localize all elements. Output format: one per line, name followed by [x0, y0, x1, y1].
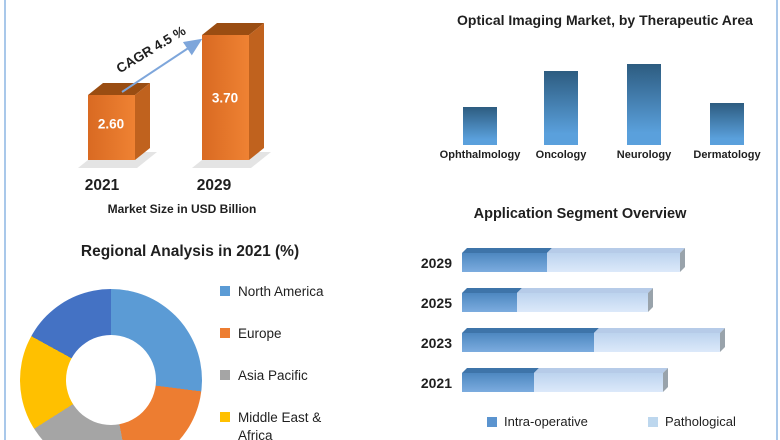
legend-item-europe: Europe: [220, 325, 350, 343]
segment-top-face: [547, 248, 685, 253]
bar-top-face-2029: [202, 23, 264, 35]
donut-hole: [66, 335, 156, 425]
segment-intra-operative-2025: [462, 293, 517, 312]
legend-label: North America: [238, 284, 324, 299]
legend-label: Europe: [238, 326, 282, 341]
legend-swatch: [220, 370, 230, 380]
segment-top-face: [462, 288, 522, 293]
segment-intra-operative-2029: [462, 253, 547, 272]
legend-item-middle-east-africa: Middle East & Africa: [220, 409, 350, 440]
segment-top-face: [462, 368, 539, 373]
legend-swatch: [220, 286, 230, 296]
legend-swatch: [487, 416, 497, 427]
legend-item-intra-operative: Intra-operative: [487, 414, 588, 429]
legend-swatch: [220, 412, 230, 422]
legend-label: Middle East & Africa: [238, 410, 322, 440]
legend-swatch: [648, 416, 658, 427]
segment-pathological-2029: [547, 253, 680, 272]
bar-value-label: 2.60: [97, 116, 125, 132]
legend-item-north-america: North America: [220, 283, 350, 301]
legend-swatch: [220, 328, 230, 338]
bar-neurology: [627, 64, 661, 145]
legend-label: Pathological: [665, 414, 736, 429]
bar-oncology: [544, 71, 578, 145]
segment-intra-operative-2023: [462, 333, 594, 352]
bar-shadow: [192, 152, 271, 168]
cagr-annotation: CAGR 4.5 %: [113, 22, 189, 77]
year-label: 2021: [420, 375, 452, 391]
regional-analysis-title: Regional Analysis in 2021 (%): [80, 243, 300, 260]
year-label: 2029: [420, 255, 452, 271]
year-label: 2025: [420, 295, 452, 311]
segment-pathological-2021: [534, 373, 663, 392]
bar-end-cap: [720, 328, 725, 352]
bar-value-label: 3.70: [211, 90, 239, 106]
legend-item-pathological: Pathological: [648, 414, 736, 429]
bar-end-cap: [680, 248, 685, 272]
bar-shadow: [78, 152, 157, 168]
market-size-title: Market Size in USD Billion: [107, 202, 257, 216]
bar-end-cap: [663, 368, 668, 392]
bar-ophthalmology: [463, 107, 497, 145]
right-border-line: [776, 0, 778, 440]
bar-dermatology: [710, 103, 744, 145]
market-size-bars-group: [78, 23, 271, 168]
segment-top-face: [517, 288, 653, 293]
therapeutic-area-title: Optical Imaging Market, by Therapeutic A…: [457, 12, 753, 28]
bar-category-label: Neurology: [616, 149, 672, 161]
bar-category-label: Ophthalmology: [439, 149, 521, 161]
bar-end-cap: [648, 288, 653, 312]
bar-category-label: 2029: [196, 177, 232, 194]
segment-top-face: [462, 328, 599, 333]
segment-pathological-2025: [517, 293, 648, 312]
bar-top-face-2021: [88, 83, 150, 95]
legend-item-asia-pacific: Asia Pacific: [220, 367, 350, 385]
bar-category-label: Dermatology: [693, 149, 761, 161]
application-segment-bars-group: [462, 248, 725, 392]
segment-pathological-2023: [594, 333, 720, 352]
bar-side-face-2029: [249, 23, 264, 160]
legend-label: Intra-operative: [504, 414, 588, 429]
bar-category-label: 2021: [84, 177, 120, 194]
bar-category-label: Oncology: [535, 149, 587, 161]
segment-top-face: [534, 368, 668, 373]
segment-top-face: [462, 248, 552, 253]
segment-top-face: [594, 328, 725, 333]
segment-intra-operative-2021: [462, 373, 534, 392]
bar-side-face-2021: [135, 83, 150, 160]
legend-label: Asia Pacific: [238, 368, 308, 383]
left-border-line: [4, 0, 6, 440]
application-segment-title: Application Segment Overview: [473, 206, 687, 222]
year-label: 2023: [420, 335, 452, 351]
